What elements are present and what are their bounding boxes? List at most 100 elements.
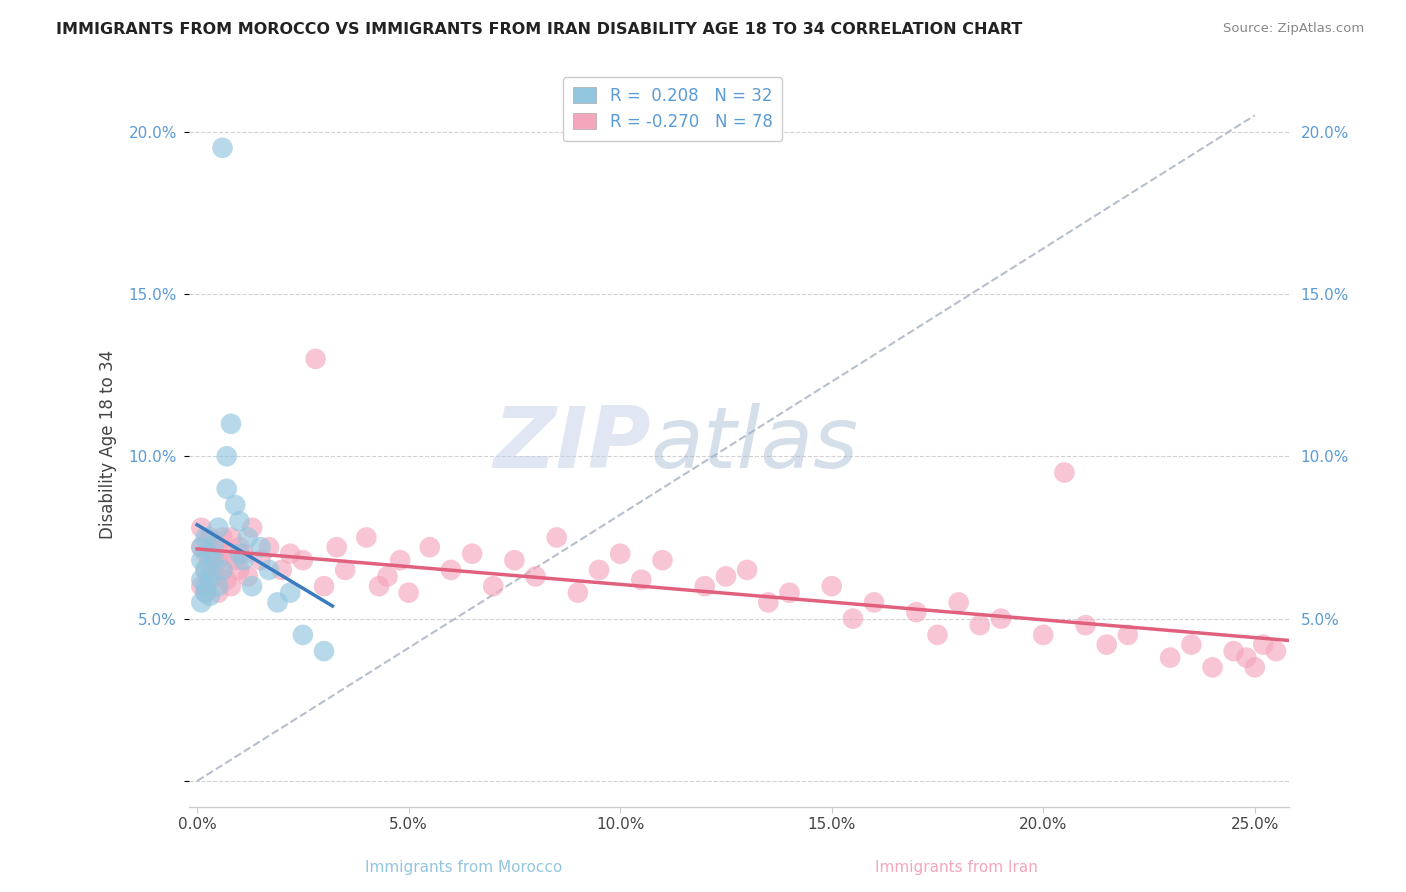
Point: [207, 521, 229, 535]
Point: [1251, 638, 1274, 652]
Point: [905, 605, 928, 619]
Point: [202, 553, 225, 567]
Point: [198, 547, 221, 561]
Point: [219, 579, 242, 593]
Point: [398, 585, 420, 599]
Point: [249, 553, 271, 567]
Legend: R =  0.208   N = 32, R = -0.270   N = 78: R = 0.208 N = 32, R = -0.270 N = 78: [562, 77, 782, 141]
Point: [236, 531, 259, 545]
Point: [190, 595, 212, 609]
Point: [651, 553, 673, 567]
Point: [1032, 628, 1054, 642]
Point: [228, 514, 250, 528]
Point: [1074, 618, 1097, 632]
Point: [207, 540, 229, 554]
Point: [219, 531, 242, 545]
Point: [202, 547, 225, 561]
Text: IMMIGRANTS FROM MOROCCO VS IMMIGRANTS FROM IRAN DISABILITY AGE 18 TO 34 CORRELAT: IMMIGRANTS FROM MOROCCO VS IMMIGRANTS FR…: [56, 22, 1022, 37]
Point: [1053, 466, 1076, 480]
Point: [1159, 650, 1181, 665]
Point: [257, 563, 280, 577]
Point: [232, 553, 254, 567]
Point: [228, 540, 250, 554]
Point: [190, 579, 212, 593]
Point: [194, 547, 217, 561]
Point: [440, 563, 463, 577]
Point: [215, 573, 238, 587]
Point: [194, 579, 217, 593]
Point: [969, 618, 991, 632]
Point: [211, 563, 233, 577]
Text: Immigrants from Iran: Immigrants from Iran: [875, 861, 1038, 875]
Point: [257, 540, 280, 554]
Point: [948, 595, 970, 609]
Point: [190, 540, 212, 554]
Point: [1095, 638, 1118, 652]
Point: [207, 585, 229, 599]
Text: Immigrants from Morocco: Immigrants from Morocco: [366, 861, 562, 875]
Point: [190, 573, 212, 587]
Point: [842, 612, 865, 626]
Point: [291, 628, 314, 642]
Text: ZIP: ZIP: [494, 403, 651, 486]
Point: [215, 547, 238, 561]
Point: [270, 563, 292, 577]
Point: [714, 569, 737, 583]
Point: [198, 569, 221, 583]
Point: [202, 569, 225, 583]
Point: [1201, 660, 1223, 674]
Point: [194, 563, 217, 577]
Point: [1222, 644, 1244, 658]
Point: [778, 585, 800, 599]
Point: [461, 547, 484, 561]
Point: [304, 351, 326, 366]
Point: [215, 482, 238, 496]
Text: atlas: atlas: [651, 403, 859, 486]
Point: [240, 579, 263, 593]
Point: [194, 563, 217, 577]
Point: [821, 579, 844, 593]
Point: [228, 547, 250, 561]
Point: [278, 547, 301, 561]
Point: [630, 573, 652, 587]
Point: [219, 417, 242, 431]
Y-axis label: Disability Age 18 to 34: Disability Age 18 to 34: [100, 351, 117, 540]
Point: [567, 585, 589, 599]
Point: [368, 579, 391, 593]
Point: [202, 537, 225, 551]
Point: [224, 553, 246, 567]
Point: [419, 540, 441, 554]
Point: [693, 579, 716, 593]
Point: [215, 450, 238, 464]
Point: [211, 531, 233, 545]
Point: [503, 553, 526, 567]
Point: [1243, 660, 1265, 674]
Point: [356, 531, 378, 545]
Point: [1265, 644, 1288, 658]
Point: [735, 563, 758, 577]
Point: [240, 521, 263, 535]
Point: [190, 521, 212, 535]
Point: [194, 585, 217, 599]
Point: [1116, 628, 1139, 642]
Point: [207, 553, 229, 567]
Point: [198, 589, 221, 603]
Point: [325, 540, 347, 554]
Point: [389, 553, 412, 567]
Point: [335, 563, 357, 577]
Point: [291, 553, 314, 567]
Point: [482, 579, 505, 593]
Point: [609, 547, 631, 561]
Point: [927, 628, 949, 642]
Point: [266, 595, 288, 609]
Point: [1180, 638, 1202, 652]
Point: [863, 595, 886, 609]
Point: [211, 563, 233, 577]
Point: [194, 531, 217, 545]
Point: [190, 553, 212, 567]
Point: [990, 612, 1012, 626]
Point: [236, 569, 259, 583]
Point: [198, 553, 221, 567]
Point: [232, 547, 254, 561]
Point: [194, 585, 217, 599]
